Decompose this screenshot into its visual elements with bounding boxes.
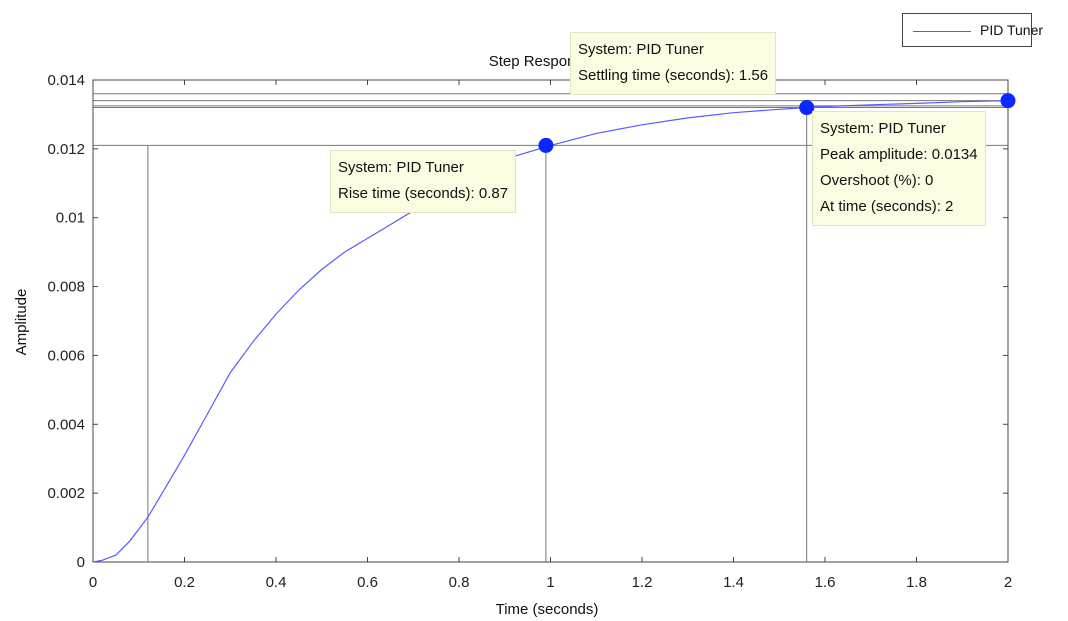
datatip-settling-time-value: Settling time (seconds): 1.56 (578, 67, 769, 84)
datatip-rise-time-value: Rise time (seconds): 0.87 (338, 185, 509, 202)
x-tick-label: 0.4 (266, 574, 287, 591)
x-tick-label: 0 (89, 574, 97, 591)
datatip-peak-system: System: PID Tuner (820, 120, 946, 137)
datatip-rise-time-system: System: PID Tuner (338, 159, 464, 176)
datatip-peak-overshoot: Overshoot (%): 0 (820, 172, 934, 189)
datatip-peak-amplitude: Peak amplitude: 0.0134 (820, 146, 978, 163)
datatip-peak: System: PID Tuner Peak amplitude: 0.0134… (812, 111, 986, 226)
datatip-settling-time-system: System: PID Tuner (578, 41, 704, 58)
y-tick-label: 0.012 (47, 141, 85, 158)
x-tick-label: 1.6 (815, 574, 836, 591)
legend-line-pid-tuner (913, 31, 971, 32)
y-axis-label: Amplitude (13, 289, 30, 356)
y-tick-label: 0.01 (56, 210, 85, 227)
datatip-settling-time: System: PID Tuner Settling time (seconds… (570, 32, 777, 95)
datatip-rise-time: System: PID Tuner Rise time (seconds): 0… (330, 150, 517, 213)
legend-label-pid-tuner: PID Tuner (980, 22, 1044, 38)
x-tick-label: 1.2 (632, 574, 653, 591)
y-tick-label: 0.002 (47, 485, 85, 502)
chart-title: Step Response (489, 53, 592, 70)
y-tick-label: 0.006 (47, 347, 85, 364)
x-tick-label: 0.2 (174, 574, 195, 591)
y-tick-label: 0.008 (47, 279, 85, 296)
x-tick-label: 0.8 (449, 574, 470, 591)
y-tick-label: 0.014 (47, 72, 85, 89)
y-tick-label: 0 (77, 554, 85, 571)
x-axis-label: Time (seconds) (496, 601, 599, 618)
x-tick-label: 0.6 (357, 574, 378, 591)
datatip-peak-time: At time (seconds): 2 (820, 198, 954, 215)
datatip-marker (799, 100, 815, 116)
datatip-marker (538, 137, 554, 153)
x-tick-label: 1 (546, 574, 554, 591)
x-tick-label: 1.8 (906, 574, 927, 591)
y-tick-label: 0.004 (47, 416, 85, 433)
datatip-marker (1000, 93, 1016, 109)
legend: PID Tuner (902, 13, 1043, 47)
x-tick-label: 1.4 (723, 574, 744, 591)
x-tick-label: 2 (1004, 574, 1012, 591)
